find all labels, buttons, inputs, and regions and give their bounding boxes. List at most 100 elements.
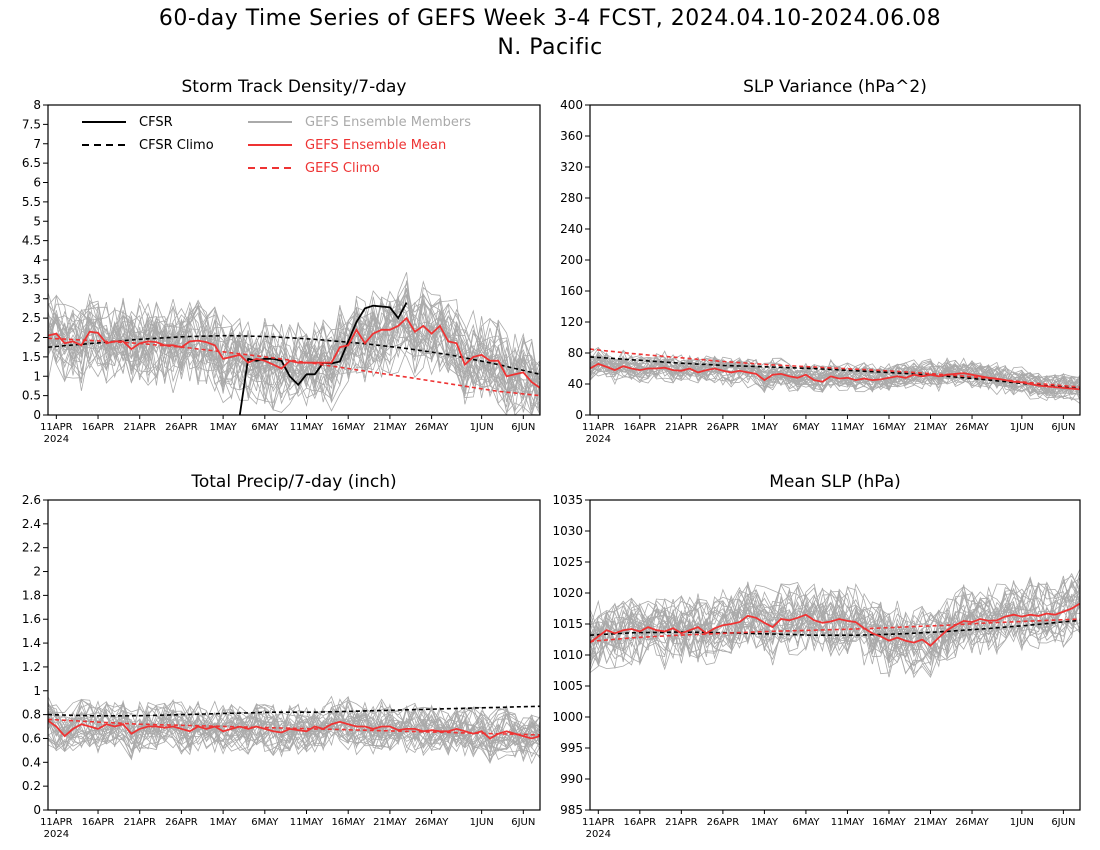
ensemble-member-line	[48, 298, 540, 415]
y-tick-label: 1.6	[22, 612, 41, 626]
series-cfsr-climo-line	[590, 356, 1080, 390]
x-tick-label: 26MAY	[955, 422, 989, 433]
ensemble-member-line	[48, 696, 540, 747]
x-tick-label: 26MAY	[955, 817, 989, 828]
plot-area	[48, 272, 540, 415]
y-tick-label: 3.5	[22, 272, 41, 286]
x-tick-label: 1MAY	[751, 817, 779, 828]
y-tick-label: 160	[560, 284, 583, 298]
x-tick-label: 26MAY	[415, 422, 449, 433]
x-tick-label: 21APR	[665, 817, 698, 828]
plot-area	[48, 695, 540, 765]
ensemble-member-line	[48, 293, 540, 409]
y-tick-label: 1.8	[22, 588, 41, 602]
x-tick-label: 16MAY	[331, 817, 365, 828]
ensemble-member-line	[48, 303, 540, 412]
ensemble-member-line	[590, 583, 1080, 658]
ensemble-member-line	[590, 356, 1080, 398]
x-tick-label: 26APR	[707, 817, 740, 828]
ensemble-member-line	[48, 718, 540, 761]
x-tick-label: 16APR	[82, 422, 115, 433]
y-tick-label: 985	[560, 803, 583, 817]
x-tick-label: 6MAY	[251, 817, 279, 828]
chart-panel-2: SLP Variance (hPa^2) 0 40 80 120 160 200 240 280…	[560, 77, 1081, 445]
ensemble-member-line	[590, 356, 1080, 400]
y-tick-label: 6	[33, 176, 41, 190]
x-tick-label: 21MAY	[914, 817, 948, 828]
y-tick-label: 0	[575, 408, 583, 422]
y-tick-label: 5	[33, 214, 41, 228]
series-gefs-ensemble-mean-line	[48, 316, 540, 389]
ensemble-member-line	[590, 585, 1080, 661]
y-tick-label: 7	[33, 137, 41, 151]
y-tick-label: 1025	[552, 555, 583, 569]
x-tick-label: 1JUN	[470, 817, 494, 828]
x-tick-label: 1JUN	[1010, 817, 1034, 828]
ensemble-member-line	[590, 577, 1080, 661]
y-tick-label: 990	[560, 772, 583, 786]
ensemble-member-line	[48, 321, 540, 415]
y-tick-label: 8	[33, 98, 41, 112]
ensemble-member-line	[48, 706, 540, 754]
x-tick-label: 16MAY	[331, 422, 365, 433]
y-tick-label: 1000	[552, 710, 583, 724]
y-tick-label: 1.5	[22, 350, 41, 364]
chart-panel-1: Storm Track Density/7-day 0 0.5 1 1.5 2 2.5 3 3.…	[22, 77, 541, 445]
series-gefs-ensemble-mean-line	[48, 719, 540, 740]
x-tick-label: 11APR	[40, 817, 73, 828]
y-tick-label: 0.2	[22, 779, 41, 793]
x-year-label: 2024	[44, 434, 69, 445]
x-year-label: 2024	[44, 829, 69, 840]
x-tick-label: 6MAY	[251, 422, 279, 433]
y-tick-label: 1.2	[22, 660, 41, 674]
y-tick-label: 1	[33, 369, 41, 383]
ensemble-member-line	[590, 589, 1080, 675]
y-tick-label: 360	[560, 129, 583, 143]
ensemble-member-line	[590, 356, 1080, 397]
y-tick-label: 2.4	[22, 517, 41, 531]
y-tick-label: 6.5	[22, 156, 41, 170]
y-tick-label: 0.5	[22, 389, 41, 403]
y-tick-label: 0	[33, 803, 41, 817]
y-tick-label: 2	[33, 331, 41, 345]
x-tick-label: 26APR	[165, 422, 198, 433]
plot-area	[590, 568, 1080, 679]
x-tick-label: 21APR	[665, 422, 698, 433]
panel-title: SLP Variance (hPa^2)	[743, 77, 927, 97]
series-gefs-climo-line	[590, 618, 1080, 643]
ensemble-member-line	[48, 701, 540, 748]
x-tick-label: 6JUN	[511, 817, 535, 828]
series-cfsr-climo-line	[48, 705, 540, 717]
y-tick-label: 2.5	[22, 311, 41, 325]
x-tick-label: 6JUN	[511, 422, 535, 433]
y-tick-label: 0	[33, 408, 41, 422]
y-tick-label: 400	[560, 98, 583, 112]
x-tick-label: 6JUN	[1051, 422, 1075, 433]
x-tick-label: 1JUN	[1010, 422, 1034, 433]
figure-title-line1: 60-day Time Series of GEFS Week 3-4 FCST…	[158, 6, 942, 31]
y-tick-label: 200	[560, 253, 583, 267]
x-tick-label: 21MAY	[373, 422, 407, 433]
panel-title: Mean SLP (hPa)	[769, 472, 901, 492]
legend: CFSR CFSR Climo GEFS Ensemble Members GEFS …	[82, 115, 471, 176]
y-tick-label: 2.6	[22, 493, 41, 507]
x-tick-label: 6MAY	[792, 422, 820, 433]
y-tick-label: 2	[33, 565, 41, 579]
y-tick-label: 0.4	[22, 755, 41, 769]
x-tick-label: 11MAY	[290, 817, 324, 828]
panel-title: Total Precip/7-day (inch)	[190, 472, 396, 492]
x-tick-label: 6JUN	[1051, 817, 1075, 828]
panel-title: Storm Track Density/7-day	[182, 77, 407, 97]
y-tick-label: 5.5	[22, 195, 41, 209]
y-tick-label: 2.2	[22, 541, 41, 555]
x-tick-label: 26MAY	[415, 817, 449, 828]
y-tick-label: 1010	[552, 648, 583, 662]
y-tick-label: 80	[568, 346, 583, 360]
ensemble-member-line	[48, 294, 540, 392]
y-tick-label: 40	[568, 377, 583, 391]
y-tick-label: 1	[33, 684, 41, 698]
legend-label: CFSR Climo	[139, 138, 214, 153]
chart-panel-3: Total Precip/7-day (inch)00.20.40.60.811…	[22, 472, 541, 840]
x-tick-label: 1MAY	[210, 817, 238, 828]
x-tick-label: 16MAY	[872, 422, 906, 433]
